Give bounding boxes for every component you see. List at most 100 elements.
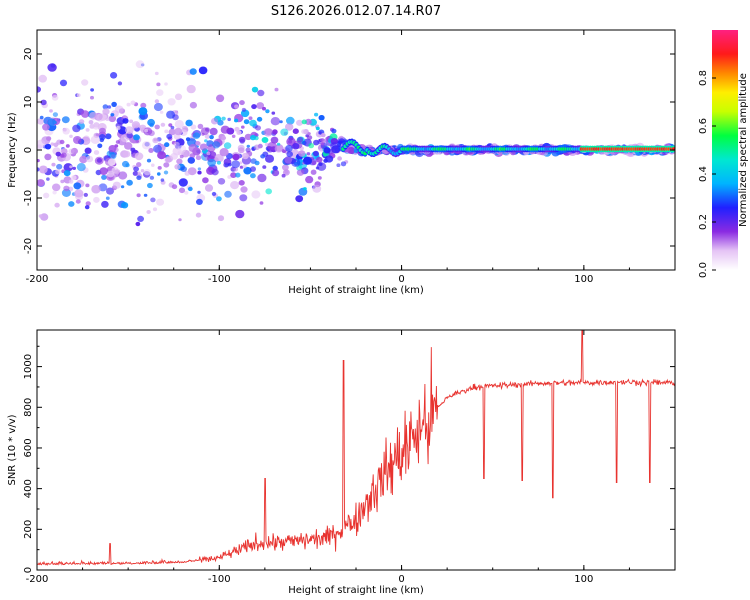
spectrogram-blob [291, 158, 301, 167]
spectrogram-blob [43, 192, 50, 199]
spectrogram-blob [60, 179, 65, 184]
spectrogram-blob [250, 166, 256, 172]
spectrogram-blob [137, 171, 141, 175]
spectrogram-blob [185, 137, 191, 142]
spectrogram-blob [146, 158, 152, 163]
spectrogram-blob [330, 142, 339, 150]
spectrogram-blob [68, 179, 74, 184]
spectrogram-blob [122, 118, 129, 124]
spectrogram-blob [157, 172, 161, 176]
spectrogram-blob [157, 151, 167, 160]
spectrogram-blob [130, 147, 136, 153]
spectrogram-blob [271, 169, 280, 177]
spectrogram-blob [232, 153, 240, 161]
spectrogram-blob [303, 187, 307, 191]
spectrogram-blob [265, 154, 274, 163]
spectrogram-blob [265, 188, 273, 195]
spectrogram-blob [234, 118, 239, 123]
spectrogram-blob [106, 187, 114, 195]
spectrogram-blob [140, 169, 145, 173]
spectrogram-ytick-label: -20 [23, 238, 34, 254]
spectrogram-blob [59, 79, 68, 87]
spectrogram-blob [154, 71, 159, 76]
spectrogram-blob [211, 117, 219, 125]
spectrogram-blob [318, 115, 325, 121]
spectrogram-blob [157, 166, 162, 170]
spectrogram-blob [272, 165, 278, 171]
spectrogram-blob [187, 167, 197, 176]
spectrogram-blob [105, 196, 110, 200]
spectrogram-blob [216, 160, 221, 165]
spectrogram-blob [231, 160, 241, 169]
spectrogram-blob [130, 100, 136, 106]
spectrogram-blob [61, 188, 71, 197]
spectrogram-blob [37, 86, 41, 93]
colorbar-tick-label: 0.2 [698, 214, 709, 230]
spectrogram-blob [217, 178, 226, 185]
spectrogram-blob [75, 199, 81, 204]
spectrogram-blob [319, 148, 323, 152]
spectrogram-blob [54, 202, 60, 208]
spectrogram-blob [231, 134, 236, 138]
spectrogram-blob [313, 139, 320, 146]
spectrogram-blob [49, 109, 53, 113]
spectrogram-blob [95, 113, 105, 122]
snr-ytick-label: 0 [23, 567, 34, 573]
colorbar-tick-label: 0.4 [698, 166, 709, 182]
spectrogram-blob [197, 123, 204, 129]
spectrogram-blob [207, 158, 216, 167]
spectrogram-blob [85, 155, 94, 163]
spectrogram-blob [159, 110, 164, 114]
spectrogram-blob [79, 155, 88, 164]
spectrogram-blob [105, 117, 110, 121]
spectrogram-blob [301, 119, 307, 125]
spectrogram-blob [143, 193, 148, 197]
spectrogram-blob [46, 177, 50, 181]
spectrogram-blob [108, 145, 117, 153]
spectrogram-blob [323, 158, 328, 163]
spectrogram-blob [72, 124, 81, 133]
spectrogram-blob [180, 166, 187, 173]
snr-xtick-label: -100 [208, 574, 231, 585]
spectrogram-blob [42, 123, 50, 131]
spectrogram-blob [239, 165, 244, 169]
spectrogram-blob [62, 127, 70, 135]
colorbar-tick-label: 0.8 [698, 70, 709, 86]
spectrogram-blob [292, 143, 300, 150]
spectrogram-blob [147, 182, 153, 189]
spectrogram-blob [174, 164, 181, 170]
snr-ytick-label: 1000 [23, 354, 34, 379]
spectrogram-blob [280, 128, 289, 136]
spectrogram-blob [47, 63, 57, 72]
spectrogram-blob [286, 151, 294, 158]
spectrogram-blob [38, 165, 48, 174]
spectrogram-blob [136, 193, 141, 198]
colorbar-tick-label: 0.6 [698, 118, 709, 134]
spectrogram-blob [126, 102, 131, 107]
spectrogram-blob [217, 215, 225, 222]
spectrogram-blob [173, 141, 180, 148]
spectrogram-blob [55, 151, 61, 157]
spectrogram-blob [56, 163, 63, 170]
spectrogram-blob [312, 184, 322, 193]
spectrogram-blob [136, 175, 142, 180]
spectrogram-blob [314, 112, 319, 117]
spectrogram-blob [125, 163, 130, 168]
spectrogram-blob [262, 165, 267, 169]
spectrogram-blob [221, 116, 226, 121]
spectrogram-blob [184, 170, 190, 176]
spectrogram-blob [107, 105, 112, 109]
spectrogram-blob [283, 156, 293, 165]
spectrogram-blob [118, 171, 128, 180]
spectrogram-xtick-label: -100 [208, 274, 231, 285]
spectrogram-blob [76, 93, 81, 97]
spectrogram-blob [265, 109, 270, 114]
spectrogram-blob [315, 126, 320, 131]
spectrogram-blob [38, 74, 47, 83]
spectrogram-blob [125, 126, 134, 134]
spectrogram-blob [70, 147, 78, 155]
spectrogram-blob [235, 209, 245, 219]
spectrogram-blob [227, 117, 231, 122]
spectrogram-blob [197, 170, 202, 175]
